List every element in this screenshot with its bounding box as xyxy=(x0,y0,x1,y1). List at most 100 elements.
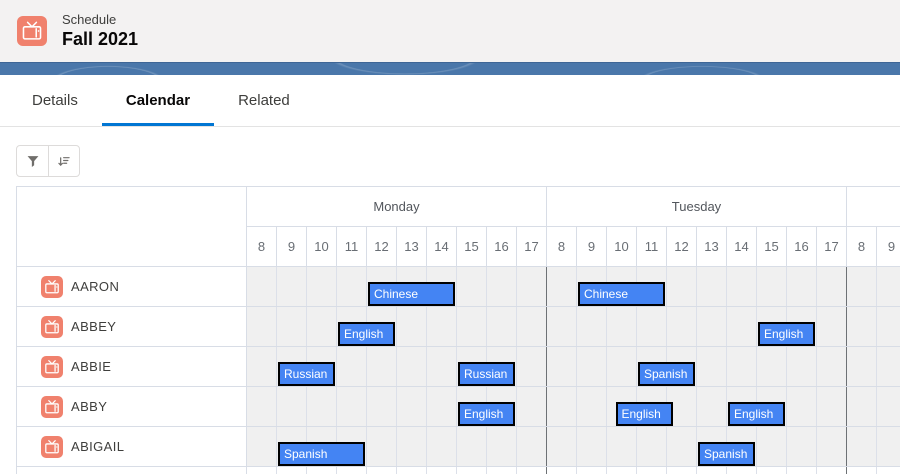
hour-label: 11 xyxy=(337,227,367,266)
event-block[interactable]: Chinese xyxy=(578,282,665,306)
grid-cell xyxy=(517,307,547,346)
grid-cell xyxy=(337,267,367,306)
grid-cell xyxy=(637,427,667,466)
sort-button[interactable] xyxy=(48,146,79,176)
grid-cell xyxy=(547,347,577,386)
grid-cell xyxy=(697,387,727,426)
event-block[interactable]: Russian xyxy=(278,362,335,386)
grid-cell xyxy=(367,347,397,386)
event-block[interactable]: Chinese xyxy=(368,282,455,306)
grid-cell xyxy=(367,387,397,426)
event-block[interactable]: English xyxy=(338,322,395,346)
grid-cell xyxy=(757,267,787,306)
grid-cell xyxy=(337,467,367,474)
grid-cell xyxy=(697,347,727,386)
grid-cell xyxy=(247,467,277,474)
tab-calendar[interactable]: Calendar xyxy=(102,75,214,126)
grid-cell xyxy=(727,307,757,346)
grid-cell xyxy=(637,467,667,474)
grid-cell xyxy=(877,387,900,426)
event-block[interactable]: English xyxy=(728,402,785,426)
grid-cell xyxy=(847,307,877,346)
hour-label: 16 xyxy=(787,227,817,266)
grid-cell xyxy=(877,427,900,466)
event-block[interactable]: Spanish xyxy=(698,442,755,466)
grid-cell xyxy=(697,267,727,306)
tab-details[interactable]: Details xyxy=(32,92,78,109)
grid-cell xyxy=(427,347,457,386)
time-area: English English xyxy=(247,307,900,346)
grid-header: Monday Tuesday 8 9 10 11 12 13 14 15 16 17 8 9 10 11 12 1… xyxy=(17,187,900,267)
grid-cell xyxy=(727,267,757,306)
grid-cell xyxy=(547,307,577,346)
grid-cell xyxy=(847,347,877,386)
hour-label: 14 xyxy=(727,227,757,266)
grid-cell xyxy=(307,307,337,346)
tab-related[interactable]: Related xyxy=(238,92,290,109)
grid-cell xyxy=(277,267,307,306)
grid-cell xyxy=(877,347,900,386)
resource-row: AARON Chinese Chinese xyxy=(17,267,900,307)
time-area: Chinese Chinese xyxy=(247,267,900,306)
event-block[interactable]: English xyxy=(615,402,673,426)
grid-cell xyxy=(397,347,427,386)
grid-cell xyxy=(277,467,307,474)
resource-name: ABIGAIL xyxy=(71,439,125,454)
calendar-toolbar xyxy=(0,128,900,186)
event-block[interactable]: Spanish xyxy=(638,362,695,386)
time-area xyxy=(247,467,900,474)
grid-cell xyxy=(277,387,307,426)
grid-cell xyxy=(307,267,337,306)
grid-cell xyxy=(697,467,727,474)
grid-cell xyxy=(607,347,637,386)
grid-cell xyxy=(847,387,877,426)
grid-cell xyxy=(787,267,817,306)
resource-name: ABBIE xyxy=(71,359,112,374)
hour-label: 13 xyxy=(397,227,427,266)
grid-cell xyxy=(547,427,577,466)
event-block[interactable]: English xyxy=(758,322,815,346)
grid-cell xyxy=(427,387,457,426)
grid-cell xyxy=(427,307,457,346)
grid-cell xyxy=(517,387,547,426)
filter-button[interactable] xyxy=(17,146,48,176)
tv-icon xyxy=(41,355,63,378)
grid-cell xyxy=(577,307,607,346)
event-block[interactable]: English xyxy=(458,402,515,426)
tv-icon xyxy=(41,435,63,458)
grid-cell xyxy=(247,307,277,346)
resource-name-cell: ABBEY xyxy=(17,307,247,346)
grid-cell xyxy=(607,427,637,466)
grid-cell xyxy=(487,427,517,466)
day-header-2 xyxy=(847,187,900,227)
time-area: Spanish Spanish xyxy=(247,427,900,466)
tab-bar: Details Calendar Related xyxy=(0,75,900,127)
tv-icon xyxy=(41,395,63,418)
event-block[interactable]: Spanish xyxy=(278,442,365,466)
grid-cell xyxy=(247,267,277,306)
grid-cell xyxy=(817,387,847,426)
resource-row: ABBEY English English xyxy=(17,307,900,347)
object-label: Schedule xyxy=(62,11,117,27)
hour-label: 9 xyxy=(277,227,307,266)
grid-cell xyxy=(547,387,577,426)
grid-cell xyxy=(727,347,757,386)
grid-cell xyxy=(517,467,547,474)
grid-cell xyxy=(277,307,307,346)
event-block[interactable]: Russian xyxy=(458,362,515,386)
grid-cell xyxy=(817,347,847,386)
grid-cell xyxy=(337,387,367,426)
resource-row: ABBY English English English xyxy=(17,387,900,427)
grid-cell xyxy=(787,467,817,474)
grid-cell xyxy=(667,267,697,306)
record-title: Fall 2021 xyxy=(62,28,139,49)
grid-cell xyxy=(697,307,727,346)
tv-icon xyxy=(41,315,63,338)
grid-cell xyxy=(817,467,847,474)
resource-name: AARON xyxy=(71,279,120,294)
grid-cell xyxy=(577,427,607,466)
grid-corner-cell xyxy=(17,187,247,266)
grid-cell xyxy=(397,387,427,426)
grid-cell xyxy=(457,427,487,466)
grid-cell xyxy=(817,267,847,306)
